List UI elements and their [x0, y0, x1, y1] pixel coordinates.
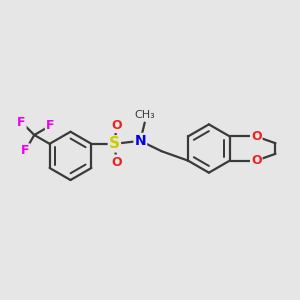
Text: O: O	[251, 154, 262, 167]
Text: O: O	[251, 130, 262, 143]
Text: O: O	[111, 119, 122, 132]
Text: CH₃: CH₃	[134, 110, 155, 120]
Text: O: O	[111, 156, 122, 169]
Text: N: N	[134, 134, 146, 148]
Text: S: S	[109, 136, 120, 151]
Text: F: F	[46, 119, 54, 132]
Text: F: F	[21, 144, 29, 157]
Text: F: F	[17, 116, 26, 129]
